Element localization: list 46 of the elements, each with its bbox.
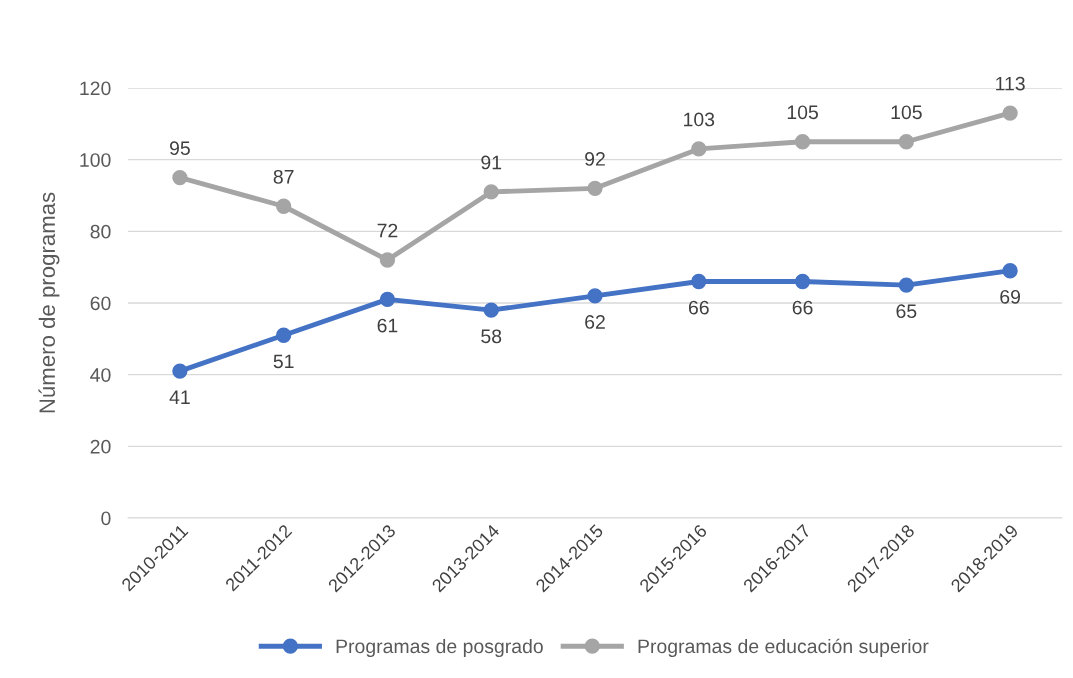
point: [483, 302, 499, 318]
y-tick-label: 20: [90, 439, 111, 454]
point: [794, 134, 811, 150]
point: [691, 273, 707, 290]
legend-label: Programas de posgrado: [336, 638, 543, 658]
data-label: 92: [585, 152, 605, 166]
point: [587, 288, 603, 304]
data-label: 58: [481, 329, 502, 344]
point: [898, 134, 914, 150]
y-axis-title: Número de programas: [38, 192, 60, 413]
y-tick-label: 120: [80, 81, 111, 96]
data-label: 62: [585, 315, 605, 329]
point: [483, 184, 499, 200]
point: [898, 277, 914, 293]
y-tick-label: 40: [90, 368, 111, 382]
data-label: 103: [684, 112, 715, 127]
data-label: 105: [891, 105, 922, 120]
data-label: 66: [688, 300, 709, 315]
data-label: 41: [169, 390, 190, 404]
data-label: 113: [996, 76, 1025, 91]
data-label: 87: [273, 169, 294, 184]
y-tick-label: 80: [90, 224, 111, 239]
point: [587, 180, 603, 196]
point: [794, 273, 811, 290]
data-label: 51: [273, 354, 294, 369]
data-label: 65: [896, 304, 917, 319]
y-tick-label: 100: [80, 153, 111, 167]
data-label: 72: [377, 223, 398, 238]
point: [691, 141, 707, 157]
data-label: 95: [169, 141, 190, 156]
data-label: 66: [792, 300, 813, 315]
data-label: 61: [377, 318, 398, 333]
point: [276, 327, 292, 343]
point: [1002, 105, 1018, 121]
point: [1002, 263, 1018, 279]
y-tick-label: 60: [90, 296, 111, 311]
y-tick-label: 0: [101, 511, 111, 526]
point: [172, 169, 188, 186]
data-label: 69: [1000, 289, 1020, 304]
data-label: 105: [787, 105, 818, 120]
point: [172, 363, 188, 379]
point: [379, 252, 396, 268]
data-label: 91: [481, 155, 502, 170]
point: [276, 198, 292, 214]
legend-label: Programas de educación superior: [638, 638, 929, 658]
point: [379, 291, 396, 308]
